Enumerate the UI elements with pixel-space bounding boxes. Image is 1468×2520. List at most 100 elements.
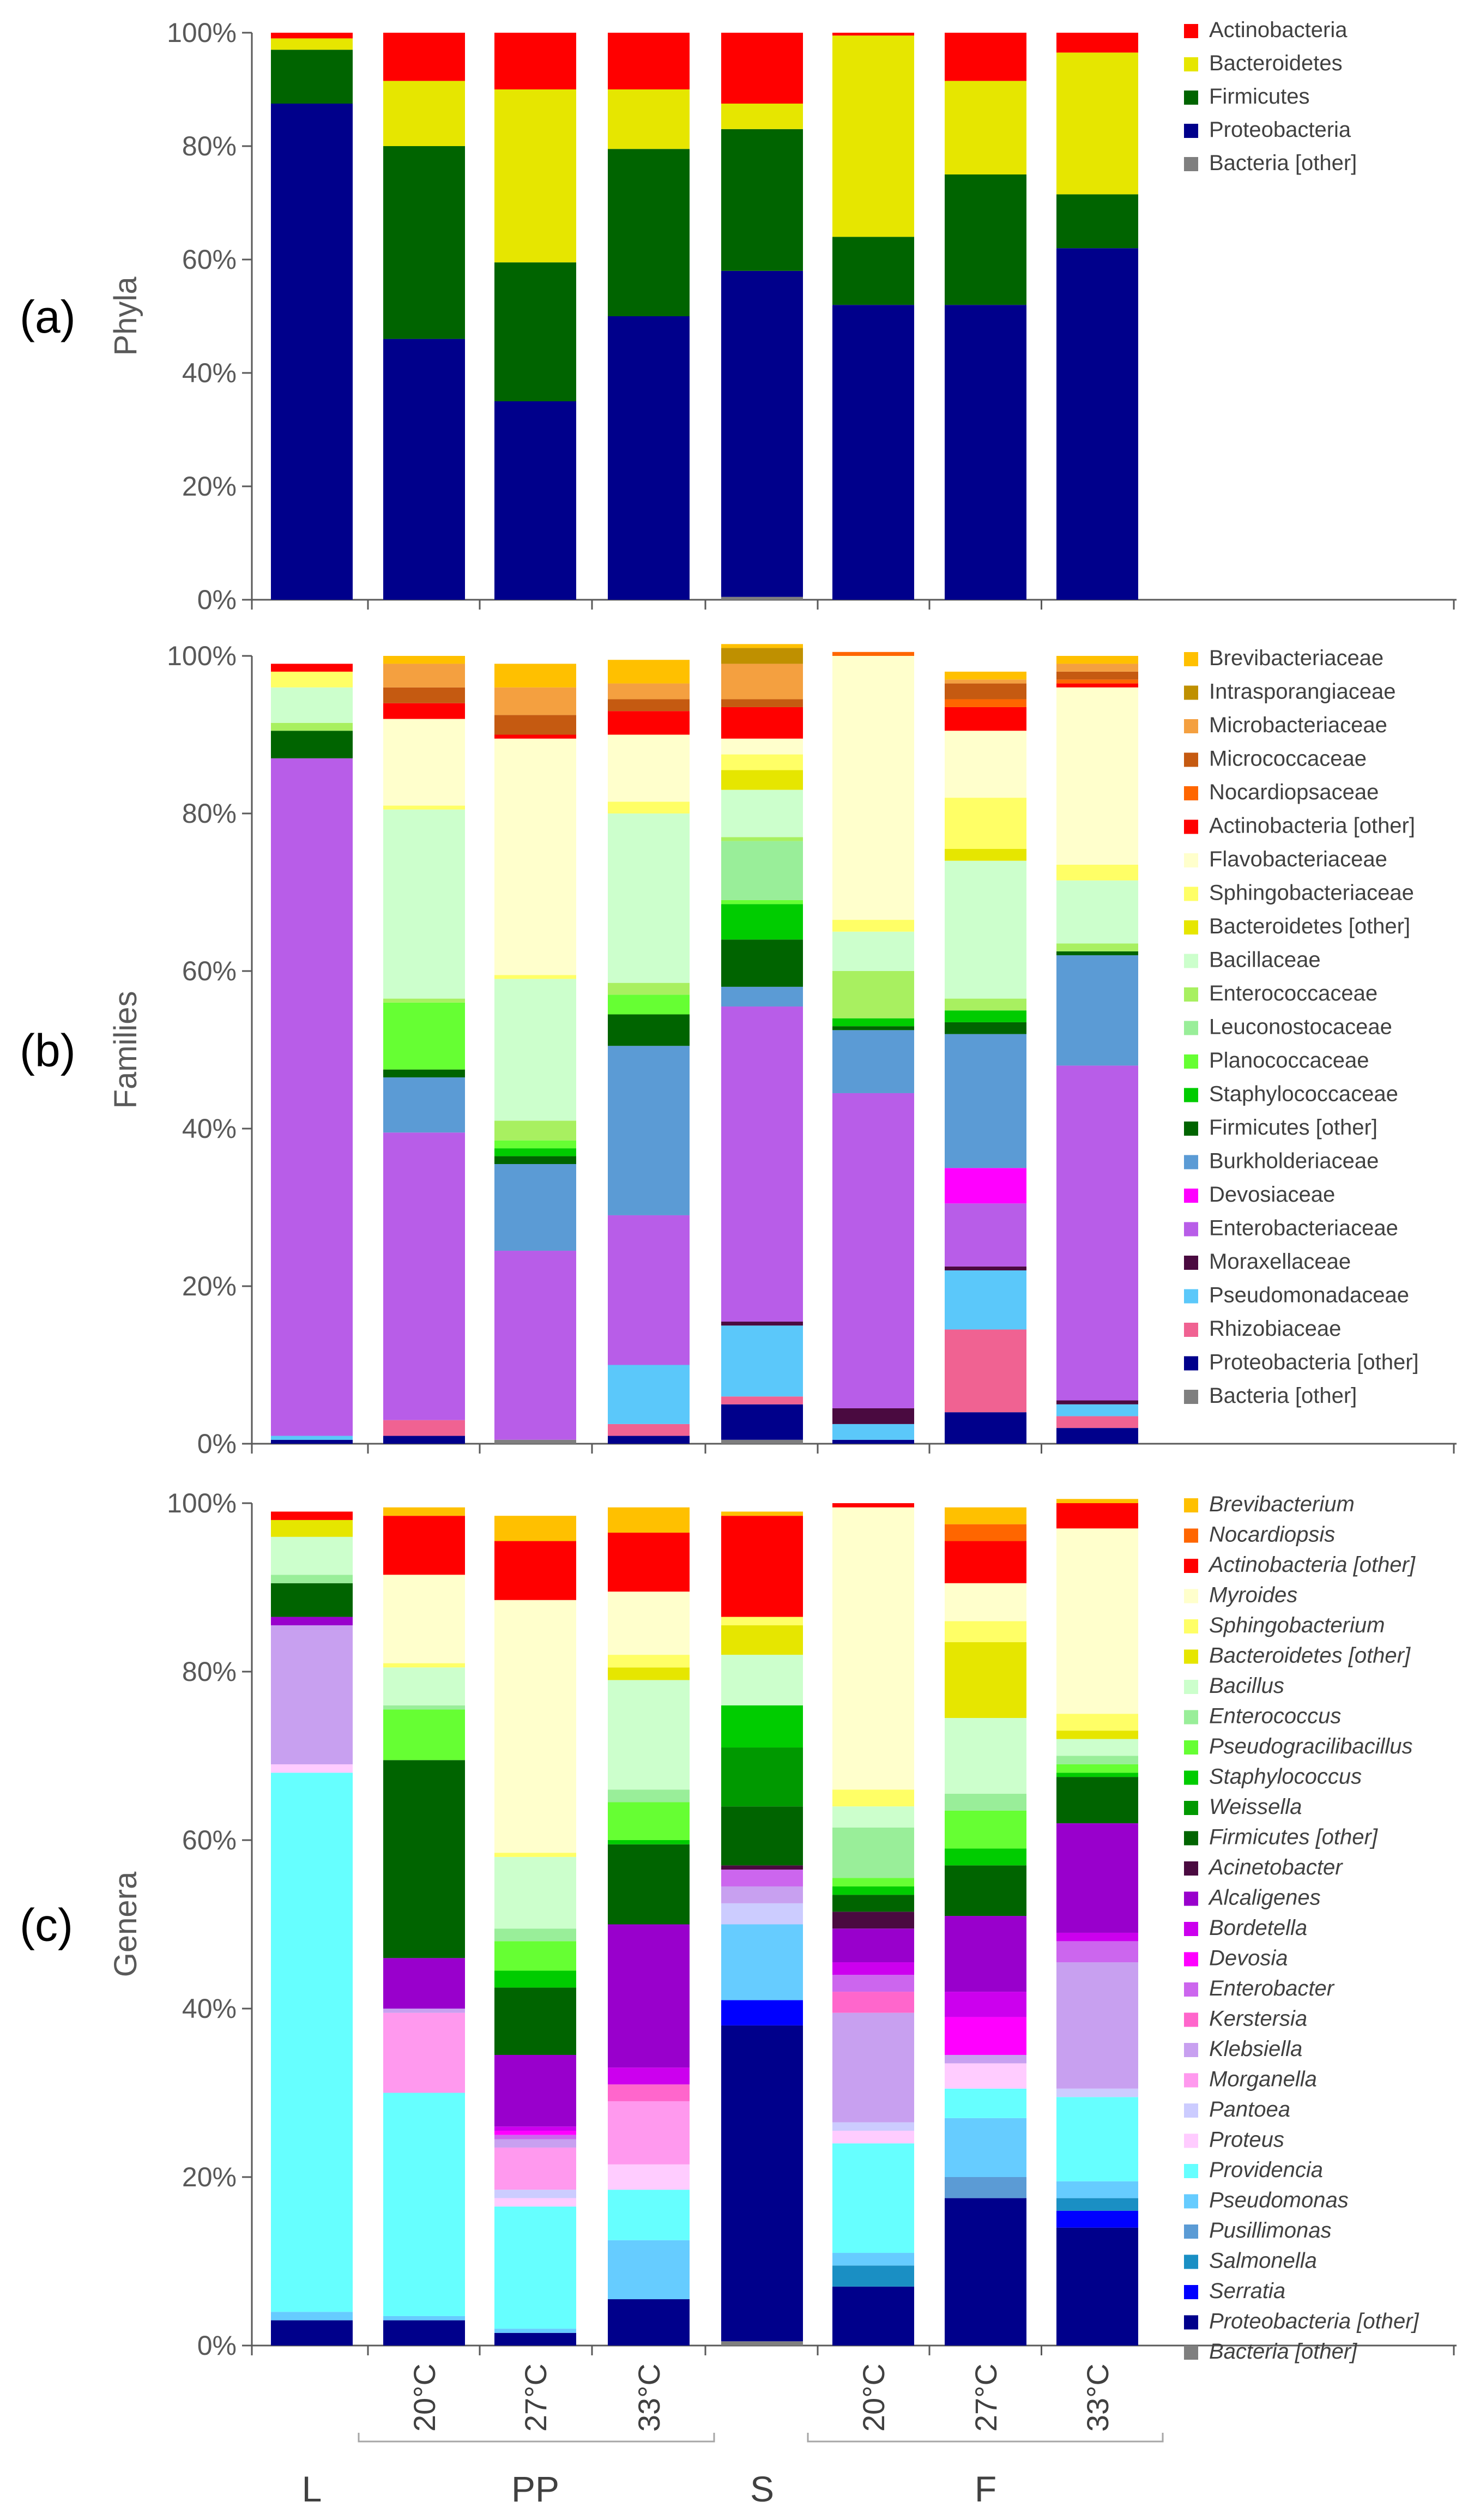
bar-segment-pantoea [721, 1903, 803, 1925]
y-tick-label: 20% [182, 471, 237, 502]
bar-segment-flavobacteriaceae [1056, 687, 1138, 865]
group-label: S [750, 2469, 774, 2509]
bar-segment-nocardiopsaceae [945, 699, 1026, 707]
bar-segment-nocardiopsaceae [832, 652, 914, 656]
bar-segment-pseudomonadaceae [832, 1424, 914, 1440]
bar-segment-alcaligenes [608, 1924, 690, 2068]
legend-label: Nocardiopsaceae [1209, 780, 1379, 804]
bar-segment-proteobacteria-other [832, 1439, 914, 1444]
legend-swatch [1184, 1021, 1198, 1035]
legend-label: Enterobacter [1209, 1976, 1335, 2000]
legend-swatch [1184, 887, 1198, 901]
bar-segment-alcaligenes [271, 1617, 353, 1626]
bar-segment-rhizobiaceae [721, 1396, 803, 1404]
bar-segment-klebsiella [721, 1886, 803, 1903]
bar-segment-firmicutes [494, 262, 576, 401]
legend-swatch [1184, 1289, 1198, 1304]
bar-segment-klebsiella [271, 1625, 353, 1764]
bar-segment-firmicutes-other [271, 731, 353, 758]
legend-label: Actinobacteria [other] [1208, 1553, 1416, 1577]
bar-segment-bacillus [721, 1655, 803, 1705]
bar-segment-enterobacteriaceae [832, 1093, 914, 1408]
bar-segment-actinobacteria [271, 33, 353, 39]
y-tick-label: 60% [182, 244, 237, 275]
bar-segment-klebsiella [832, 2012, 914, 2123]
bar-segment-sphingobacterium [945, 1621, 1026, 1642]
bar-segment-enterococcaceae [945, 998, 1026, 1011]
legend-label: Nocardiopsis [1209, 1523, 1335, 1547]
bar-segment-enterococcus [494, 1928, 576, 1942]
bar-segment-actinobacteria-other [383, 703, 465, 719]
bar-segment-bacillus [832, 1806, 914, 1828]
bar-segment-bordetella [1056, 1932, 1138, 1942]
legend-swatch [1184, 752, 1198, 767]
panel-label: (a) [20, 291, 76, 342]
legend-swatch [1184, 1189, 1198, 1203]
bar-segment-staphylococcus [945, 1848, 1026, 1866]
legend-label: Salmonella [1209, 2249, 1317, 2273]
bar-segment-bacteroidetes [832, 35, 914, 237]
bar-segment-sphingobacterium [832, 1789, 914, 1807]
bar-segment-bacillaceae [494, 979, 576, 1121]
bar-segment-proteobacteria-other [494, 2332, 576, 2346]
bar-segment-actinobacteria-other [383, 1516, 465, 1575]
bar-segment-bacillus [608, 1680, 690, 1790]
bar-segment-micrococcaceae [1056, 671, 1138, 680]
legend-label: Pseudomonas [1209, 2189, 1349, 2212]
bar-segment-bacteroidetes-other [271, 1520, 353, 1537]
bar-segment-enterococcus [608, 1789, 690, 1802]
bar-segment-rhizobiaceae [1056, 1416, 1138, 1428]
bar-segment-pseudomonas [271, 2312, 353, 2320]
bar-segment-bacteroidetes [945, 81, 1026, 174]
legend-label: Myroides [1209, 1583, 1297, 1607]
legend-label: Firmicutes [other] [1209, 1116, 1378, 1140]
bar-segment-proteus [494, 2198, 576, 2207]
bar-segment-actinobacteria [721, 33, 803, 104]
bar-segment-salmonella [1056, 2198, 1138, 2211]
y-tick-label: 0% [197, 584, 237, 615]
bar-segment-pseudomonas [383, 2316, 465, 2320]
panel-b: 0% 20% 40% 60% 80% 100% Families (b) Brevibacter… [20, 641, 1457, 1459]
bar-segment-myroides [383, 1575, 465, 1663]
legend-swatch [1184, 786, 1198, 800]
legend-label: Staphylococcus [1209, 1765, 1362, 1789]
bar-segment-staphylococcus [832, 1886, 914, 1895]
bar-segment-brevibacteriaceae [721, 644, 803, 648]
panel-c: 0% 20% 40% 60% 80% 100% Genera (c) Brevibacteriu… [20, 1488, 1457, 2364]
y-tick-label: 0% [197, 1428, 237, 1459]
legend-swatch [1184, 1356, 1198, 1371]
bar-segment-pseudomonadaceae [1056, 1404, 1138, 1416]
legend-swatch [1184, 853, 1198, 867]
bar-segment-sphingobacterium [608, 1655, 690, 1668]
bar-segment-klebsiella [1056, 1962, 1138, 2089]
bar-segment-bacteria-other [494, 1439, 576, 1444]
bar-segment-moraxellaceae [945, 1266, 1026, 1271]
bar-segment-staphylococcus [721, 1705, 803, 1748]
bar-segment-proteobacteria-other [945, 1412, 1026, 1444]
bar-segment-firmicutes [832, 237, 914, 305]
bar-segment-brevibacteriaceae [383, 656, 465, 664]
bar-segment-proteus [608, 2164, 690, 2190]
bar-segment-enterococcaceae [271, 722, 353, 731]
x-tick-label: 33°C [1080, 2364, 1115, 2432]
legend-label: Rhizobiaceae [1209, 1317, 1341, 1341]
group-label: L [302, 2469, 322, 2509]
bar-segment-bacillus [945, 1717, 1026, 1794]
bar-segment-brevibacteriaceae [945, 671, 1026, 680]
bar-segment-pseudogracilibacillus [832, 1878, 914, 1886]
group-bracket [358, 2433, 715, 2443]
legend-swatch [1184, 1861, 1198, 1876]
y-tick-label: 100% [167, 641, 237, 671]
bar-segment-bacillaceae [383, 809, 465, 999]
legend-swatch [1184, 2224, 1198, 2239]
bar-segment-enterobacteriaceae [383, 1132, 465, 1420]
bar-segment-sphingobacteriaceae [721, 754, 803, 770]
bar-segment-rhizobiaceae [945, 1329, 1026, 1413]
bar-segment-staphylococcaceae [494, 1148, 576, 1156]
bar-segment-enterobacteriaceae [608, 1215, 690, 1365]
bar-segment-enterobacter [832, 1975, 914, 1992]
bar-segment-firmicutes-other [271, 1583, 353, 1617]
bar-segment-proteus [832, 2131, 914, 2144]
bar-segment-pantoea [494, 2190, 576, 2198]
bar-segment-devosiaceae [945, 1168, 1026, 1204]
